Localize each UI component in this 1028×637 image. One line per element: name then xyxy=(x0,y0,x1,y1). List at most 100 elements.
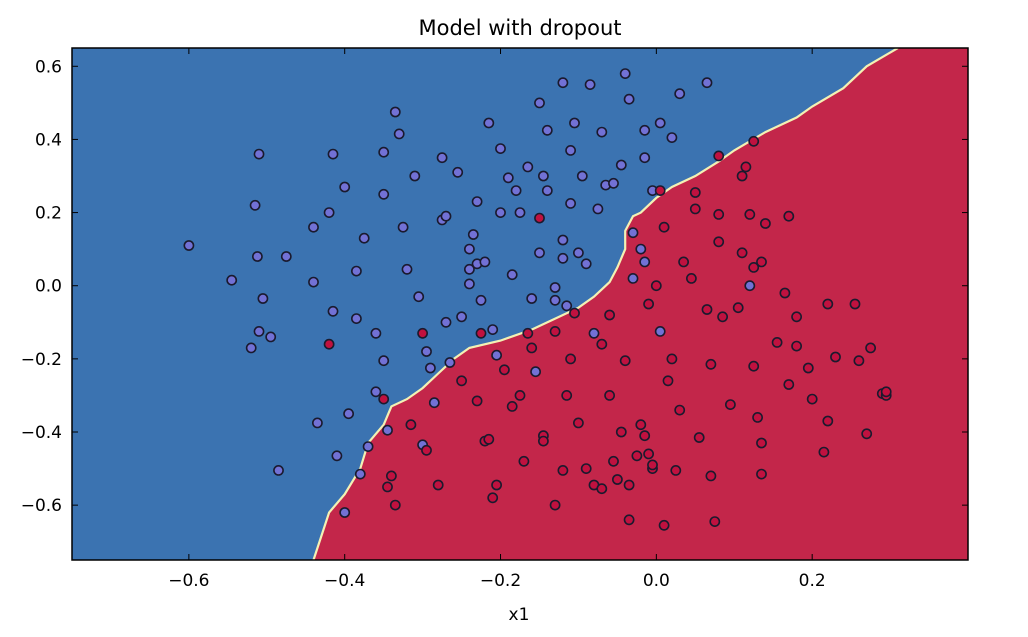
data-point xyxy=(670,464,682,476)
data-point xyxy=(409,170,421,182)
data-point xyxy=(565,353,576,365)
data-point xyxy=(183,240,195,251)
x-tick-label: 0.0 xyxy=(643,571,670,591)
data-point xyxy=(518,455,530,467)
data-point xyxy=(526,342,538,354)
y-tick-label: −0.6 xyxy=(21,496,62,516)
data-point xyxy=(471,395,483,407)
y-tick-label: 0.4 xyxy=(35,130,62,150)
data-point xyxy=(639,152,651,164)
data-point xyxy=(538,170,549,182)
data-point xyxy=(358,232,370,244)
data-point xyxy=(323,207,335,218)
data-point xyxy=(378,188,390,200)
data-point xyxy=(424,362,436,374)
points-layer xyxy=(183,68,892,531)
data-point xyxy=(686,272,697,284)
data-point xyxy=(748,135,760,147)
data-point xyxy=(456,311,467,323)
data-point xyxy=(771,336,783,348)
data-point xyxy=(569,117,580,129)
data-point xyxy=(748,360,760,372)
data-point xyxy=(588,327,600,339)
data-point xyxy=(506,400,518,412)
data-point xyxy=(483,433,495,445)
data-point xyxy=(308,221,319,233)
data-point xyxy=(604,309,615,321)
data-point xyxy=(713,208,725,220)
y-tick-label: 0.2 xyxy=(35,204,62,224)
data-point xyxy=(639,256,651,268)
data-point xyxy=(643,448,654,460)
data-point xyxy=(401,263,413,275)
data-point xyxy=(830,351,841,363)
data-point xyxy=(861,428,873,440)
data-point xyxy=(654,117,666,129)
data-point xyxy=(463,243,475,255)
data-point xyxy=(522,327,534,339)
data-point xyxy=(689,187,701,198)
data-point xyxy=(510,185,522,196)
data-point xyxy=(557,252,569,264)
data-point xyxy=(666,132,678,143)
y-tick-label: −0.2 xyxy=(21,350,62,370)
data-point xyxy=(744,280,756,292)
data-point xyxy=(650,280,662,292)
data-point xyxy=(354,468,366,480)
data-point xyxy=(541,185,553,196)
data-point xyxy=(748,261,760,273)
data-point xyxy=(783,210,795,222)
data-point xyxy=(475,327,487,339)
data-point xyxy=(701,304,713,315)
data-point xyxy=(818,446,830,458)
data-point xyxy=(635,419,647,431)
data-point xyxy=(760,218,771,229)
data-point xyxy=(421,346,432,357)
data-point xyxy=(226,274,238,286)
data-point xyxy=(639,124,651,136)
data-point xyxy=(596,126,608,138)
data-point xyxy=(467,229,479,240)
data-point xyxy=(689,203,701,215)
data-point xyxy=(514,389,526,401)
data-point xyxy=(744,208,756,220)
data-point xyxy=(802,362,814,374)
data-point xyxy=(370,386,382,398)
data-point xyxy=(370,327,382,339)
data-point xyxy=(483,117,495,129)
data-point xyxy=(393,128,405,140)
data-point xyxy=(436,152,448,164)
data-point xyxy=(849,298,861,310)
data-point xyxy=(791,340,802,352)
data-point xyxy=(623,93,635,105)
data-point xyxy=(561,300,573,312)
data-point xyxy=(619,68,631,79)
data-point xyxy=(705,470,717,482)
data-point xyxy=(549,325,561,337)
data-point xyxy=(658,519,670,531)
data-point xyxy=(491,349,502,361)
x-tick-label: −0.4 xyxy=(324,571,365,591)
data-point xyxy=(308,276,319,288)
data-point xyxy=(662,375,674,387)
data-point xyxy=(479,256,491,268)
data-point xyxy=(452,166,464,178)
data-point xyxy=(549,294,561,306)
data-point xyxy=(654,325,666,337)
data-point xyxy=(573,247,584,259)
data-point xyxy=(612,474,623,485)
data-point xyxy=(549,282,561,293)
data-point xyxy=(822,415,834,427)
data-point xyxy=(580,258,592,270)
data-point xyxy=(526,293,538,304)
data-point xyxy=(502,172,514,184)
data-point xyxy=(732,302,744,314)
data-point xyxy=(245,342,257,354)
data-point xyxy=(463,263,475,275)
data-point xyxy=(619,355,631,367)
data-point xyxy=(253,325,265,337)
data-point xyxy=(495,143,506,154)
data-point xyxy=(561,389,573,401)
data-point xyxy=(713,236,725,248)
plot-area xyxy=(72,48,968,560)
